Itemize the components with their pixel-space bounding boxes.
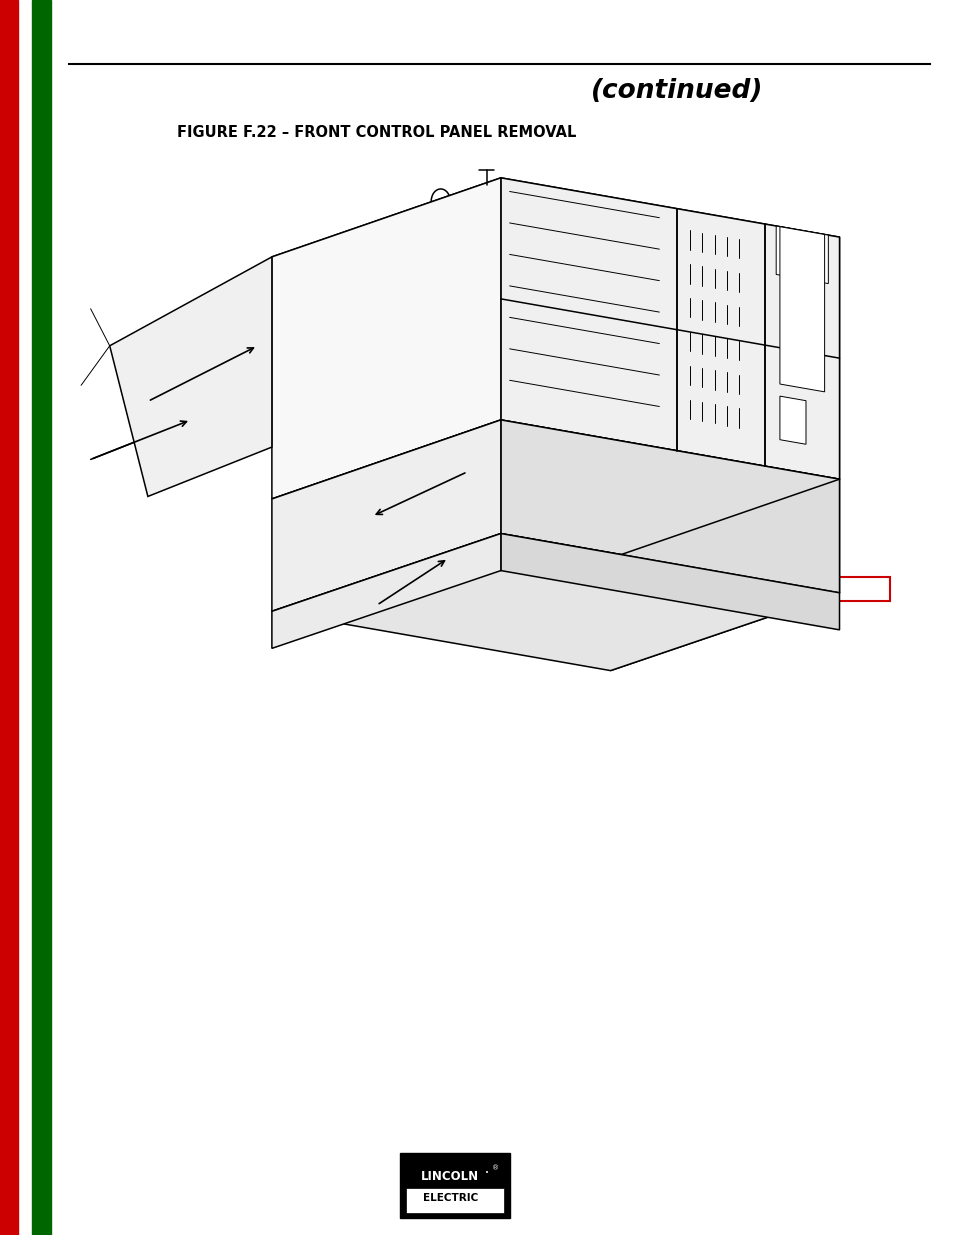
Text: Return to Master TOC: Return to Master TOC: [36, 482, 46, 593]
Polygon shape: [272, 178, 500, 499]
Polygon shape: [780, 227, 823, 391]
Text: Return to Section TOC: Return to Section TOC: [5, 480, 13, 594]
Text: Return to Master TOC: Return to Master TOC: [36, 772, 46, 883]
Polygon shape: [272, 534, 500, 648]
Polygon shape: [610, 479, 839, 671]
Polygon shape: [500, 178, 839, 479]
Bar: [0, 0, 18, 1235]
Polygon shape: [500, 420, 839, 593]
Polygon shape: [272, 534, 839, 671]
Text: Return to Master TOC: Return to Master TOC: [36, 1068, 46, 1179]
Text: ®: ®: [491, 1166, 498, 1171]
Bar: [618, 577, 889, 601]
Bar: [406, 1188, 503, 1213]
Polygon shape: [776, 226, 827, 284]
Polygon shape: [500, 534, 839, 630]
Bar: [491, 590, 629, 615]
Text: Return to Section TOC: Return to Section TOC: [5, 1067, 13, 1181]
Text: Return to Section TOC: Return to Section TOC: [5, 98, 13, 211]
Polygon shape: [780, 396, 805, 445]
Bar: [399, 1153, 509, 1218]
Text: (continued): (continued): [591, 78, 762, 105]
Polygon shape: [110, 257, 272, 496]
Text: FIGURE F.22 – FRONT CONTROL PANEL REMOVAL: FIGURE F.22 – FRONT CONTROL PANEL REMOVA…: [177, 125, 576, 140]
Text: ELECTRIC: ELECTRIC: [422, 1193, 477, 1203]
Text: Return to Master TOC: Return to Master TOC: [36, 99, 46, 210]
Polygon shape: [272, 178, 839, 316]
Polygon shape: [610, 237, 839, 558]
Polygon shape: [272, 420, 500, 611]
Text: •: •: [484, 1171, 488, 1176]
Polygon shape: [272, 420, 839, 558]
Text: Return to Section TOC: Return to Section TOC: [5, 771, 13, 884]
Bar: [32, 0, 51, 1235]
Text: LINCOLN: LINCOLN: [421, 1171, 478, 1183]
